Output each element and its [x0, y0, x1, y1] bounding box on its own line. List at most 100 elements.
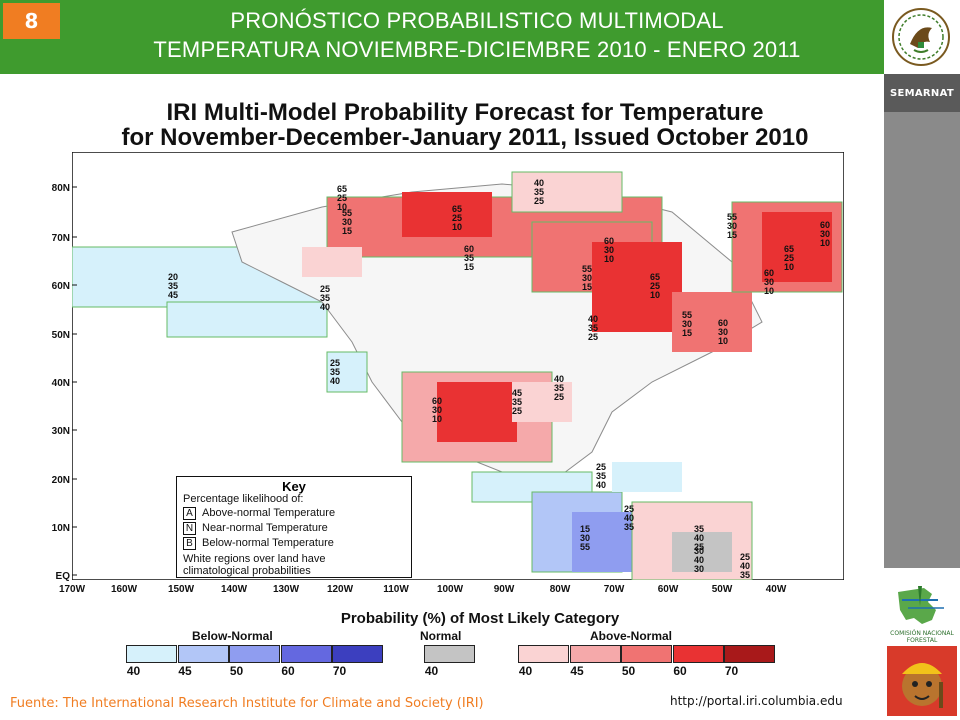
key-note-2: climatological probabilities — [183, 565, 311, 577]
annotation-a: 60 — [464, 244, 474, 254]
annotation-n: 35 — [554, 383, 564, 393]
lon-label: 40W — [765, 584, 787, 595]
legend-value-below: 50 — [229, 664, 244, 678]
mascot-icon — [887, 646, 957, 716]
annotation-n: 35 — [320, 293, 330, 303]
lat-label: 10N — [51, 523, 70, 534]
legend-value-below: 70 — [332, 664, 347, 678]
legend-value-normal: 40 — [424, 664, 439, 678]
key-row-below: B Below-normal Temperature — [183, 537, 334, 550]
annotation-a: 25 — [740, 552, 750, 562]
legend-swatch-below — [229, 645, 280, 663]
key-letter-b: B — [183, 537, 196, 550]
annotation-a: 35 — [694, 524, 704, 534]
annotation-n: 35 — [330, 367, 340, 377]
annotation-a: 60 — [764, 268, 774, 278]
lat-label: 70N — [51, 233, 70, 244]
lon-label: 160W — [110, 584, 138, 595]
legend-swatch-above — [724, 645, 775, 663]
annotation-a: 65 — [452, 204, 462, 214]
legend-value-above: 40 — [518, 664, 533, 678]
annotation-n: 25 — [784, 253, 794, 263]
key-letter-a: A — [183, 507, 196, 520]
annotation-b: 10 — [432, 414, 442, 424]
lon-label: 100W — [436, 584, 464, 595]
key-text-above: Above-normal Temperature — [202, 507, 336, 519]
slide-header — [0, 0, 884, 74]
annotation-b: 15 — [727, 230, 737, 240]
legend-below-label: Below-Normal — [192, 629, 273, 643]
map-title-line2: for November-December-January 2011, Issu… — [121, 124, 809, 151]
annotation-a: 40 — [534, 178, 544, 188]
annotation-n: 35 — [512, 397, 522, 407]
annotation-a: 25 — [330, 358, 340, 368]
annotation-n: 30 — [342, 217, 352, 227]
annotation-b: 10 — [604, 254, 614, 264]
source-url[interactable]: http://portal.iri.columbia.edu — [670, 694, 843, 708]
legend-swatch-above — [518, 645, 569, 663]
legend-value-above: 45 — [570, 664, 584, 678]
annotation-a: 40 — [554, 374, 564, 384]
annotation-b: 40 — [596, 480, 606, 490]
lon-label: 90W — [493, 584, 515, 595]
annotation-a: 65 — [650, 272, 660, 282]
annotation-n: 25 — [650, 281, 660, 291]
annotation-a: 60 — [718, 318, 728, 328]
annotation-b: 10 — [452, 222, 462, 232]
annotation-n: 30 — [682, 319, 692, 329]
annotation-a: 55 — [682, 310, 692, 320]
conafor-label: COMISIÓN NACIONAL FORESTAL — [890, 630, 954, 644]
annotation-a: 40 — [588, 314, 598, 324]
sidebar-strip — [884, 112, 960, 568]
annotation-b: 35 — [624, 522, 634, 532]
legend-swatch-above — [621, 645, 672, 663]
annotation-a: 25 — [320, 284, 330, 294]
annotation-b: 15 — [582, 282, 592, 292]
legend-swatch-below — [280, 645, 332, 663]
lat-label: 20N — [51, 475, 70, 486]
annotation-n: 35 — [588, 323, 598, 333]
key-row-above: A Above-normal Temperature — [183, 507, 335, 520]
annotation-b: 10 — [764, 286, 774, 296]
annotation-b: 55 — [580, 542, 590, 552]
annotation-n: 40 — [694, 555, 704, 565]
legend-swatch-below — [332, 645, 383, 663]
lon-label: 80W — [549, 584, 571, 595]
annotation-b: 40 — [320, 302, 330, 312]
annotation-a: 65 — [337, 184, 347, 194]
annotation-b: 25 — [534, 196, 544, 206]
lat-label: 40N — [51, 378, 70, 389]
lat-label: 30N — [51, 426, 70, 437]
annotation-b: 10 — [718, 336, 728, 346]
source-text: Fuente: The International Research Insti… — [10, 696, 484, 711]
annotation-a: 20 — [168, 272, 178, 282]
legend-value-above: 70 — [724, 664, 739, 678]
annotation-b: 15 — [682, 328, 692, 338]
annotation-a: 65 — [784, 244, 794, 254]
legend-value-above: 60 — [673, 664, 687, 678]
annotation-n: 35 — [464, 253, 474, 263]
annotation-n: 30 — [764, 277, 774, 287]
annotation-a: 25 — [624, 504, 634, 514]
lon-label: 150W — [167, 584, 195, 595]
map-key: Key Percentage likelihood of: A Above-nor… — [176, 476, 412, 578]
lon-label: 110W — [383, 584, 409, 595]
annotation-a: 25 — [596, 462, 606, 472]
annotation-b: 15 — [342, 226, 352, 236]
key-title: Key — [282, 479, 306, 494]
annotation-n: 40 — [740, 561, 750, 571]
annotation-n: 30 — [580, 533, 590, 543]
lat-label: 60N — [51, 281, 70, 292]
annotation-b: 15 — [464, 262, 474, 272]
annotation-b: 10 — [337, 202, 347, 212]
annotation-b: 40 — [330, 376, 340, 386]
slide-number: 8 — [3, 3, 60, 39]
annotation-b: 25 — [588, 332, 598, 342]
key-subtitle: Percentage likelihood of: — [183, 493, 304, 505]
legend-swatch-above — [569, 645, 621, 663]
annotation-n: 30 — [718, 327, 728, 337]
annotation-b: 45 — [168, 290, 178, 300]
annotation-b: 35 — [740, 570, 750, 580]
annotation-n: 35 — [534, 187, 544, 197]
slide-title: PRONÓSTICO PROBABILISTICO MULTIMODAL TEM… — [70, 6, 884, 64]
